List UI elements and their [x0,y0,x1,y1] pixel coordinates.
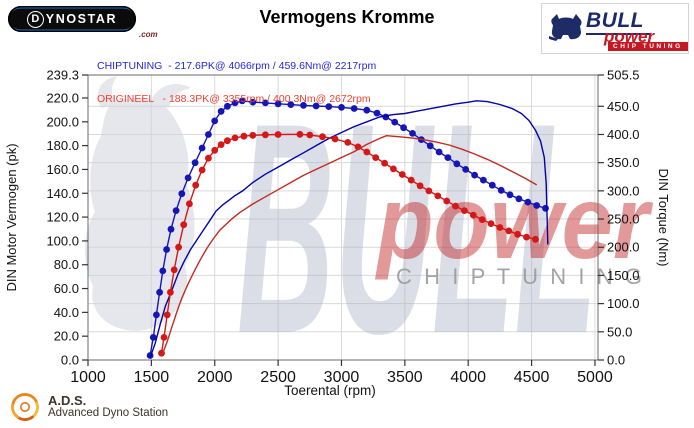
svg-text:50.0: 50.0 [607,324,632,339]
svg-text:100.0: 100.0 [607,296,640,311]
page-title: Vermogens Kromme [259,7,435,27]
svg-text:60.0: 60.0 [54,281,79,296]
svg-text:160.0: 160.0 [46,162,79,177]
svg-text:5000: 5000 [577,369,613,386]
dynostar-pill: D YNOSTAR [8,6,136,32]
series-chiptuning-power [149,100,549,358]
svg-text:350.0: 350.0 [607,155,640,170]
svg-text:1500: 1500 [134,369,170,386]
series-chiptuning-torque [146,97,549,359]
svg-text:4500: 4500 [514,369,550,386]
bullpower-logo: BULL power CHIP TUNING [541,3,689,54]
dynostar-d-icon: D [26,10,44,28]
bullpower-tagline: CHIP TUNING [608,42,688,51]
svg-text:100.0: 100.0 [46,233,79,248]
ads-abbr: A.D.S. [48,393,87,408]
watermark-big-text: BULL [237,60,597,396]
svg-text:80.0: 80.0 [54,257,79,272]
svg-text:250.0: 250.0 [607,212,640,227]
legend-chiptuning: CHIPTUNING - 217.6PK@ 4066rpm / 459.6Nm@… [97,60,377,72]
svg-text:0.0: 0.0 [61,353,79,368]
legend-origineel: ORIGINEEL - 188.3PK@ 3355rpm / 400.3Nm@ … [97,93,371,105]
dynostar-wordmark: YNOSTAR [45,12,118,26]
svg-text:DIN Motor Vermogen (pk): DIN Motor Vermogen (pk) [4,143,19,291]
svg-text:3000: 3000 [324,369,360,386]
svg-text:DIN Torque (Nm): DIN Torque (Nm) [656,168,671,266]
bull-watermark-icon [84,76,195,331]
svg-text:40.0: 40.0 [54,305,79,320]
svg-text:400.0: 400.0 [607,127,640,142]
svg-text:2500: 2500 [260,369,296,386]
svg-text:0.0: 0.0 [607,353,625,368]
svg-text:Toerental (rpm): Toerental (rpm) [284,383,376,398]
svg-text:4000: 4000 [450,369,486,386]
bull-icon [549,14,582,41]
bullpower-brand: BULL [586,9,650,35]
svg-text:450.0: 450.0 [607,99,640,114]
dynostar-com-suffix: .com [139,30,158,39]
bullpower-sub: power [604,27,655,46]
svg-text:1000: 1000 [70,369,106,386]
dyno-legend: CHIPTUNING - 217.6PK@ 4066rpm / 459.6Nm@… [97,39,376,127]
svg-text:3500: 3500 [387,369,423,386]
svg-text:300.0: 300.0 [607,183,640,198]
series-origineel-torque [158,130,539,357]
svg-text:140.0: 140.0 [46,186,79,201]
svg-text:150.0: 150.0 [607,268,640,283]
svg-text:505.5: 505.5 [607,68,640,83]
svg-text:20.0: 20.0 [54,329,79,344]
svg-text:200.0: 200.0 [607,240,640,255]
svg-text:200.0: 200.0 [46,114,79,129]
svg-text:120.0: 120.0 [46,210,79,225]
dynostar-logo: D YNOSTAR .com [8,6,158,39]
series-origineel-power [160,134,538,357]
svg-text:239.3: 239.3 [46,68,79,83]
svg-text:2000: 2000 [197,369,233,386]
ads-swirl-icon [11,393,39,421]
watermark-tagline-text: C H I P T U N I N G [396,264,642,289]
ads-name: Advanced Dyno Station [48,407,169,419]
svg-text:180.0: 180.0 [46,138,79,153]
axes: 0.0 20.0 40.0 60.0 80.0 100.0 120.0 140.0 160.0 1… [4,68,671,399]
ads-logo: A.D.S. Advanced Dyno Station [10,392,168,422]
svg-text:220.0: 220.0 [46,90,79,105]
